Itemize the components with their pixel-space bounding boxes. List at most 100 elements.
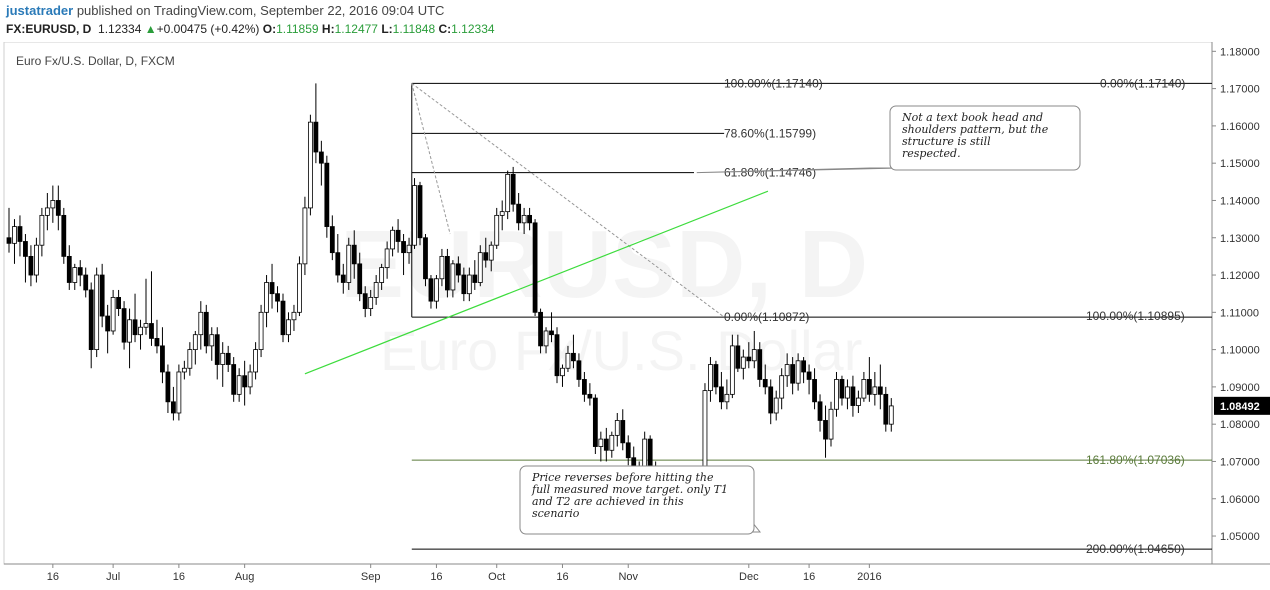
- candle: [888, 405, 894, 425]
- candle: [428, 278, 434, 302]
- candle: [401, 241, 406, 254]
- callout-pointer: [696, 167, 901, 174]
- candle: [587, 393, 593, 399]
- candle: [603, 438, 609, 451]
- high-value: 1.12477: [334, 22, 378, 36]
- candle: [856, 397, 861, 406]
- callout-box: [889, 105, 1081, 171]
- callout-line: respected.: [902, 147, 961, 160]
- candle: [198, 311, 204, 336]
- candle: [861, 379, 867, 399]
- candle: [812, 379, 817, 403]
- candle: [220, 352, 226, 365]
- candle: [505, 173, 511, 213]
- candle: [527, 214, 532, 224]
- pattern-dashed-line: [411, 83, 451, 235]
- candle: [12, 226, 17, 244]
- candle: [242, 375, 248, 388]
- candle: [795, 360, 801, 384]
- candle: [203, 311, 209, 347]
- candle: [66, 255, 72, 283]
- candle: [340, 274, 346, 283]
- candle: [708, 364, 713, 392]
- candle: [823, 420, 828, 440]
- fib-level-label: 0.00%(1.10872): [724, 310, 809, 324]
- x-tick-label: 16: [173, 571, 185, 583]
- candle: [560, 367, 565, 377]
- candle: [839, 379, 845, 399]
- price-chart[interactable]: Euro Fx/U.S. Dollar, D, FXCM 1.18000 1.170…: [0, 42, 1270, 590]
- candle: [609, 434, 615, 451]
- candle: [72, 267, 78, 283]
- candle: [494, 214, 500, 246]
- author-link[interactable]: justatrader: [6, 3, 74, 18]
- candle: [297, 263, 302, 313]
- x-tick-label: 16: [556, 571, 568, 583]
- fib-level-label: 61.80%(1.14746): [724, 166, 816, 180]
- candle: [647, 438, 653, 470]
- callout-line: full measured move target. only T1: [531, 483, 728, 496]
- y-tick-label: 1.08000: [1220, 419, 1260, 431]
- candle: [160, 345, 165, 373]
- low-label: L:: [381, 22, 393, 36]
- candle: [488, 244, 494, 261]
- candle: [510, 173, 516, 205]
- close-value: 1.12334: [451, 22, 495, 36]
- candle: [110, 297, 116, 332]
- candle: [99, 274, 105, 317]
- candle: [149, 323, 154, 339]
- callout-box: [519, 465, 755, 535]
- y-tick-label: 1.16000: [1220, 121, 1260, 133]
- fib-level-label: 100.00%(1.17140): [724, 76, 823, 90]
- candle: [39, 214, 45, 246]
- candle: [790, 364, 796, 384]
- candle: [192, 334, 198, 351]
- candle: [61, 214, 67, 257]
- candle: [50, 200, 56, 209]
- y-tick-label: 1.09000: [1220, 382, 1260, 394]
- candle: [302, 207, 308, 265]
- candle: [6, 237, 12, 244]
- candle: [346, 244, 352, 283]
- candle: [17, 226, 23, 242]
- candle: [483, 252, 489, 261]
- candle: [187, 349, 193, 369]
- candle: [461, 274, 467, 295]
- candle: [44, 207, 50, 216]
- candle: [472, 274, 478, 283]
- y-tick-label: 1.13000: [1220, 233, 1260, 245]
- x-tick-label: Sep: [361, 571, 381, 583]
- last-price: 1.12334: [98, 22, 142, 36]
- current-price-label: 1.08492: [1220, 401, 1260, 413]
- candle: [291, 311, 297, 321]
- x-tick-label: 2016: [857, 571, 881, 583]
- candle: [729, 345, 735, 395]
- candle: [253, 349, 259, 373]
- candle: [138, 326, 143, 336]
- chart-title: Euro Fx/U.S. Dollar, D, FXCM: [16, 54, 175, 68]
- candle: [395, 229, 401, 242]
- candle: [735, 345, 741, 369]
- callout-line: structure is still: [902, 135, 991, 148]
- candle: [23, 241, 28, 257]
- symbol-label: FX:EURUSD, D: [6, 22, 92, 36]
- y-tick-label: 1.11000: [1220, 307, 1259, 319]
- candle: [94, 274, 100, 351]
- candle: [521, 214, 527, 224]
- candle: [499, 211, 505, 216]
- candle: [642, 438, 648, 470]
- candle: [554, 334, 560, 377]
- fib-level-label: 78.60%(1.15799): [724, 126, 816, 140]
- candle: [379, 267, 385, 283]
- candle: [176, 371, 182, 414]
- candle: [209, 334, 215, 347]
- candle: [329, 226, 335, 254]
- fib-level-label: 100.00%(1.10895): [1086, 309, 1185, 323]
- candle: [264, 282, 269, 313]
- candle: [444, 255, 450, 291]
- fib-level-label: 200.00%(1.04650): [1086, 542, 1185, 556]
- candle: [434, 278, 439, 302]
- candle: [318, 151, 324, 164]
- callout-line: Price reverses before hitting the: [531, 471, 714, 484]
